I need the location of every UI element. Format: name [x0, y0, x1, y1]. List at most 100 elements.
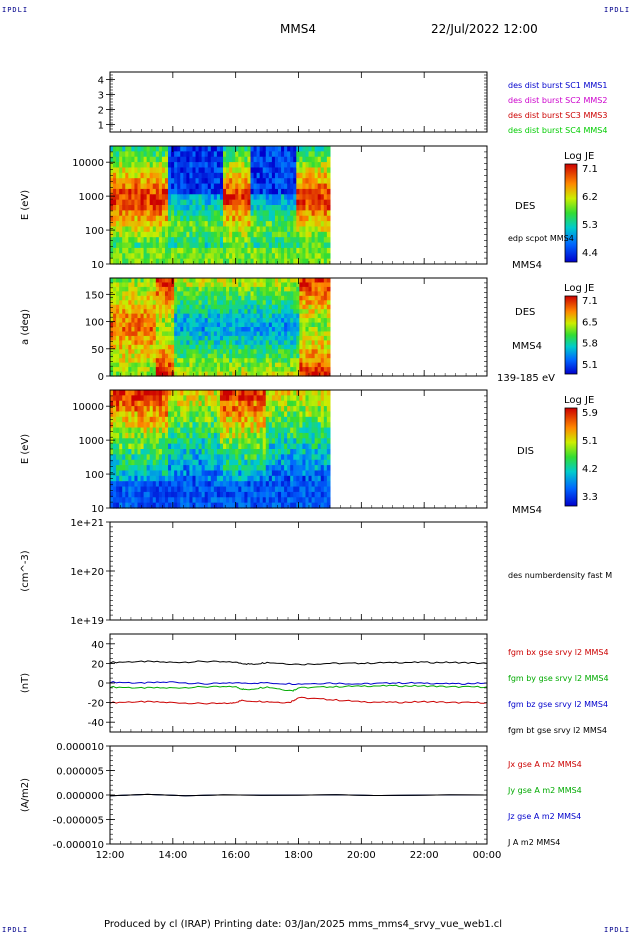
heatmap-cell [314, 502, 319, 509]
heatmap-cell [317, 432, 322, 439]
heatmap-cell [271, 327, 276, 333]
heatmap-cell [235, 210, 239, 217]
heatmap-cell [177, 151, 181, 158]
heatmap-cell [125, 322, 129, 328]
heatmap-cell [305, 188, 310, 195]
heatmap-cell [271, 183, 276, 190]
heatmap-cell [174, 231, 178, 238]
heatmap-cell [238, 465, 242, 472]
heatmap-cell [250, 247, 255, 254]
heatmap-cell [296, 221, 300, 228]
heatmap-cell [131, 481, 136, 488]
heatmap-cell [235, 465, 239, 472]
heatmap-cell [317, 242, 322, 249]
heatmap-cell [262, 146, 267, 152]
heatmap-cell [161, 411, 166, 418]
heatmap-cell [311, 194, 316, 201]
corner-tag-bottom-right: IPDLI [604, 926, 630, 934]
heatmap-cell [149, 309, 154, 315]
heatmap-cell [122, 502, 126, 509]
heatmap-cell [314, 470, 319, 477]
heatmap-cell [241, 486, 245, 493]
heatmap-cell [210, 322, 215, 328]
heatmap-cell [195, 253, 200, 260]
heatmap-cell [317, 454, 322, 461]
heatmap-cell [256, 422, 261, 429]
heatmap-cell [235, 502, 239, 509]
heatmap-cell [314, 353, 319, 359]
heatmap-cell [296, 226, 300, 233]
heatmap-cell [201, 300, 206, 306]
heatmap-cell [119, 340, 123, 346]
heatmap-cell [320, 322, 325, 328]
heatmap-cell [119, 344, 123, 350]
heatmap-cell [271, 416, 276, 423]
heatmap-cell [207, 172, 212, 179]
heatmap-cell [155, 411, 160, 418]
heatmap-cell [326, 295, 331, 301]
heatmap-cell [189, 449, 194, 455]
heatmap-cell [253, 162, 258, 169]
heatmap-cell [253, 318, 258, 324]
heatmap-cell [256, 167, 261, 174]
heatmap-cell [256, 282, 261, 288]
heatmap-cell [131, 344, 136, 350]
heatmap-cell [125, 318, 129, 324]
heatmap-cell [268, 438, 273, 445]
heatmap-cell [158, 210, 163, 217]
heatmap-cell [180, 253, 184, 260]
heatmap-cell [180, 237, 184, 244]
heatmap-cell [226, 242, 230, 249]
heatmap-cell [305, 282, 310, 288]
heatmap-cell [250, 340, 255, 346]
heatmap-cell [250, 253, 255, 260]
heatmap-cell [146, 371, 151, 377]
heatmap-cell [161, 349, 166, 355]
heatmap-cell [152, 295, 157, 301]
heatmap-cell [287, 475, 291, 482]
heatmap-cell [281, 183, 285, 190]
heatmap-cell [177, 459, 181, 466]
heatmap-cell [155, 371, 160, 377]
heatmap-cell [140, 151, 145, 158]
heatmap-cell [168, 416, 172, 423]
heatmap-cell [256, 465, 261, 472]
heatmap-cell [186, 449, 191, 455]
heatmap-cell [146, 449, 151, 455]
heatmap-cell [192, 221, 197, 228]
heatmap-cell [122, 416, 126, 423]
heatmap-cell [265, 416, 270, 423]
heatmap-cell [277, 475, 282, 482]
heatmap-cell [219, 390, 224, 396]
heatmap-cell [238, 344, 242, 350]
heatmap-cell [274, 497, 279, 504]
heatmap-cell [268, 371, 273, 377]
heatmap-cell [296, 304, 300, 310]
heatmap-cell [320, 278, 325, 284]
heatmap-cell [320, 481, 325, 488]
heatmap-cell [158, 427, 163, 434]
heatmap-cell [131, 497, 136, 504]
heatmap-cell [296, 178, 300, 185]
heatmap-cell [323, 286, 328, 292]
heatmap-cell [311, 278, 316, 284]
heatmap-cell [189, 162, 194, 169]
heatmap-cell [244, 422, 249, 429]
heatmap-cell [216, 313, 221, 319]
heatmap-cell [168, 340, 172, 346]
heatmap-cell [293, 199, 297, 206]
heatmap-cell [326, 188, 331, 195]
heatmap-cell [308, 167, 313, 174]
heatmap-cell [192, 390, 197, 396]
heatmap-cell [168, 400, 172, 407]
heatmap-cell [223, 282, 227, 288]
heatmap-cell [161, 215, 166, 222]
heatmap-cell [299, 231, 304, 238]
heatmap-cell [314, 362, 319, 368]
heatmap-cell [146, 291, 151, 297]
heatmap-cell [125, 327, 129, 333]
heatmap-cell [171, 318, 175, 324]
heatmap-cell [204, 172, 209, 179]
heatmap-cell [134, 502, 139, 509]
heatmap-cell [247, 242, 252, 249]
